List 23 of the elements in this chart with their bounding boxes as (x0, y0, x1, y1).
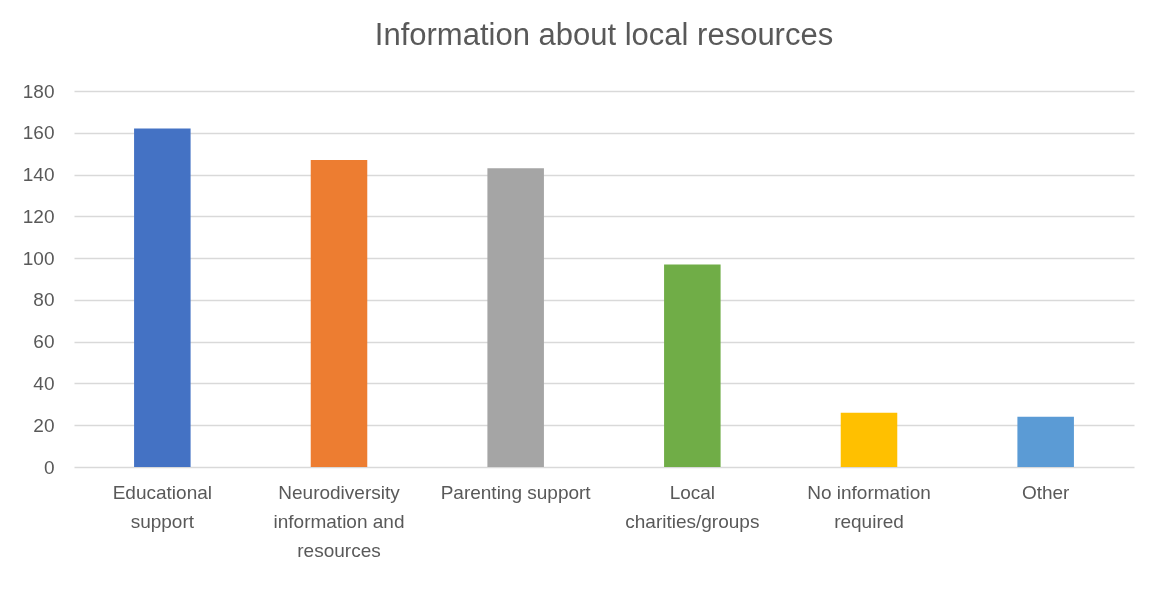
bar (1017, 416, 1074, 467)
y-tick-label: 160 (22, 122, 55, 144)
bar (134, 128, 191, 467)
bar (664, 264, 721, 467)
y-tick-label: 140 (22, 164, 55, 186)
y-tick-label: 60 (33, 331, 55, 353)
x-tick-label: No information required (807, 481, 931, 532)
x-tick-label: Local charities/groups (625, 481, 760, 532)
x-tick-label: Other (1021, 481, 1071, 503)
y-tick-label: 0 (43, 456, 55, 478)
chart-title: Information about local resources (374, 17, 834, 52)
y-tick-label: 100 (22, 247, 55, 269)
x-tick-label: Educational support (112, 481, 212, 532)
y-tick-label: 180 (22, 80, 55, 102)
y-tick-label: 120 (22, 205, 55, 227)
y-tick-label: 40 (33, 372, 55, 394)
x-tick-label: Neurodiversity information and resources (273, 481, 405, 561)
y-tick-label: 20 (33, 414, 55, 436)
x-tick-label: Parenting support (440, 481, 592, 503)
bar (487, 168, 544, 467)
bar (310, 159, 368, 467)
bar (840, 412, 898, 467)
y-tick-label: 80 (33, 289, 55, 311)
